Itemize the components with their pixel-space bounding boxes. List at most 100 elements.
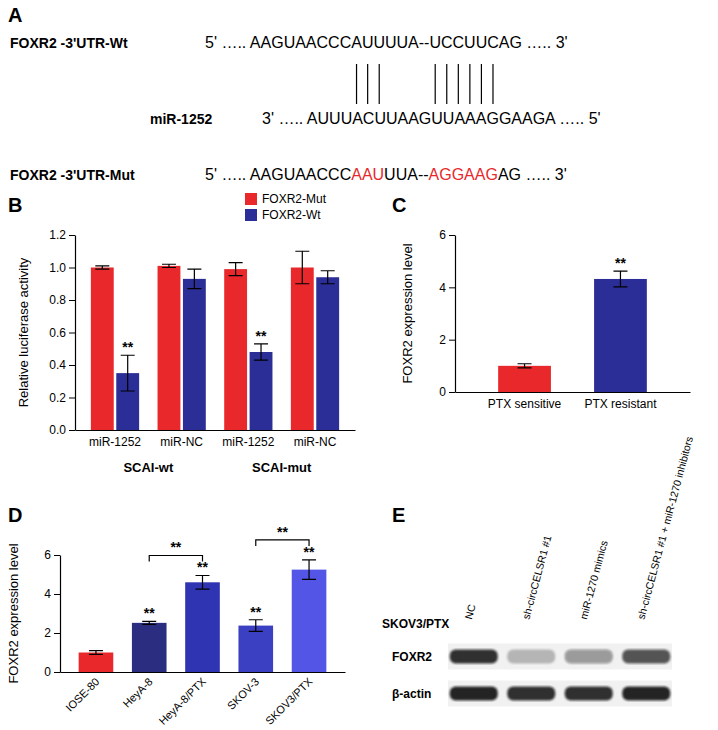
y-tick-label: 0.2 [49, 391, 66, 405]
significance-label: ** [144, 605, 155, 621]
y-axis-line [455, 236, 456, 393]
pairing-bar [367, 64, 368, 104]
pairing-bar [356, 64, 357, 104]
x-tick-label: miR-NC [160, 435, 203, 449]
annotations: ** [615, 255, 626, 271]
x-tick: SKOV-3 [225, 672, 262, 712]
x-tick: HeyA-8 [120, 672, 154, 710]
y-tick-label: 0.4 [49, 358, 66, 372]
x-tick: PTX sensitive [488, 392, 562, 411]
significance-label: ** [197, 559, 208, 575]
significance-label: ** [304, 544, 315, 560]
bar [158, 266, 181, 430]
blot-band [507, 687, 555, 701]
bar [291, 268, 314, 431]
comparison-label: ** [170, 539, 181, 555]
significance-label: ** [615, 255, 626, 271]
legend-label: FOXR2-Wt [262, 208, 321, 222]
error-bar [89, 651, 103, 655]
x-tick-label: PTX resistant [584, 397, 657, 411]
blot-band [507, 650, 555, 664]
plot-area [79, 560, 327, 672]
y-tick-mark [69, 300, 75, 301]
lane-label: sh-circCELSR1 #1 + miR-1270 inhibitors [635, 435, 695, 620]
y-axis: 0246 [44, 548, 60, 679]
x-tick-label: IOSE-80 [63, 675, 101, 713]
panel-letter: E [392, 504, 405, 526]
x-axis: PTX sensitive PTX resistant [456, 392, 691, 411]
cell-line-label: SKOV3/PTX [382, 617, 449, 631]
y-tick: 6 [439, 228, 455, 242]
wt-label: FOXR2 -3'UTR-Wt [10, 35, 128, 51]
comparison-bracket [149, 555, 202, 561]
bar [132, 623, 167, 672]
pairing-bar [458, 64, 459, 104]
x-tick: IOSE-80 [63, 672, 101, 714]
pairing-bar [469, 64, 470, 104]
legend-swatch [245, 209, 257, 221]
error-bar [229, 263, 243, 276]
y-tick-label: 0.0 [49, 423, 66, 437]
mut-segment: 5' ….. AAGUAACCC [205, 166, 351, 183]
bar [250, 352, 273, 430]
error-bar [249, 620, 263, 632]
bar [183, 279, 206, 430]
y-tick-mark [449, 235, 455, 236]
y-tick-mark [54, 633, 60, 634]
error-bar [142, 621, 156, 624]
y-tick: 0 [439, 385, 455, 399]
mut-segment: AG ….. 3' [498, 166, 567, 183]
y-tick: 0.2 [49, 391, 75, 405]
x-axis-line [456, 392, 691, 393]
comparison-label: ** [277, 524, 288, 540]
significance-label: ** [256, 328, 267, 344]
x-tick-label: HeyA-8/PTX [156, 675, 208, 727]
x-axis: IOSE-80HeyA-8HeyA-8/PTXSKOV-3SKOV3/PTX [61, 672, 346, 727]
error-bar [196, 575, 210, 589]
y-tick: 2 [44, 626, 60, 640]
pairing-bar [481, 64, 482, 104]
blot-band [565, 650, 613, 664]
blot-strip [448, 681, 672, 707]
y-tick: 0.0 [49, 423, 75, 437]
plot-area [91, 251, 339, 430]
x-tick-label: SKOV-3 [225, 675, 262, 712]
annotations: **** [122, 328, 267, 355]
bar [292, 570, 327, 672]
bar [79, 653, 114, 673]
y-tick: 1.0 [49, 261, 75, 275]
y-tick-mark [54, 555, 60, 556]
y-tick-mark [69, 398, 75, 399]
y-tick: 4 [439, 281, 455, 295]
mirna-sequence: 3' ….. AUUUACUUAAGUUAAAGGAAGA ….. 5' [262, 110, 601, 127]
legend-label: FOXR2-Mut [262, 192, 327, 206]
comparison-bracket [256, 540, 309, 546]
mut-segment: UUA-- [384, 166, 428, 183]
y-tick: 0 [44, 665, 60, 679]
x-tick-label: miR-NC [294, 435, 337, 449]
group-label: SCAI-wt [123, 460, 174, 475]
y-axis: 0.00.20.40.60.81.01.2 [49, 228, 75, 437]
mirna-label: miR-1252 [150, 111, 212, 127]
y-tick-mark [69, 333, 75, 334]
y-tick-mark [54, 672, 60, 673]
error-bar [162, 264, 176, 267]
legend-swatch [245, 193, 257, 205]
x-tick-label: HeyA-8 [120, 675, 154, 709]
panel-e: ESKOV3/PTXNCsh-circCELSR1 #1miR-1270 mim… [382, 435, 695, 706]
y-tick: 6 [44, 548, 60, 562]
mut-segment-mutated: AAU [351, 166, 384, 183]
blot-band [450, 650, 498, 664]
y-tick-label: 0 [44, 665, 51, 679]
row-label: FOXR2 [392, 650, 432, 664]
legend: FOXR2-Mut FOXR2-Wt [245, 192, 327, 222]
y-tick: 1.2 [49, 228, 75, 242]
error-bar [187, 269, 201, 289]
x-axis: miR-1252miR-NCmiR-1252miR-NC [76, 430, 356, 449]
x-tick: miR-NC [294, 430, 337, 449]
y-tick-label: 6 [44, 548, 51, 562]
pairing-bar [492, 64, 493, 104]
panel-letter: C [392, 194, 406, 216]
y-tick-label: 4 [439, 281, 446, 295]
bar [594, 279, 647, 392]
